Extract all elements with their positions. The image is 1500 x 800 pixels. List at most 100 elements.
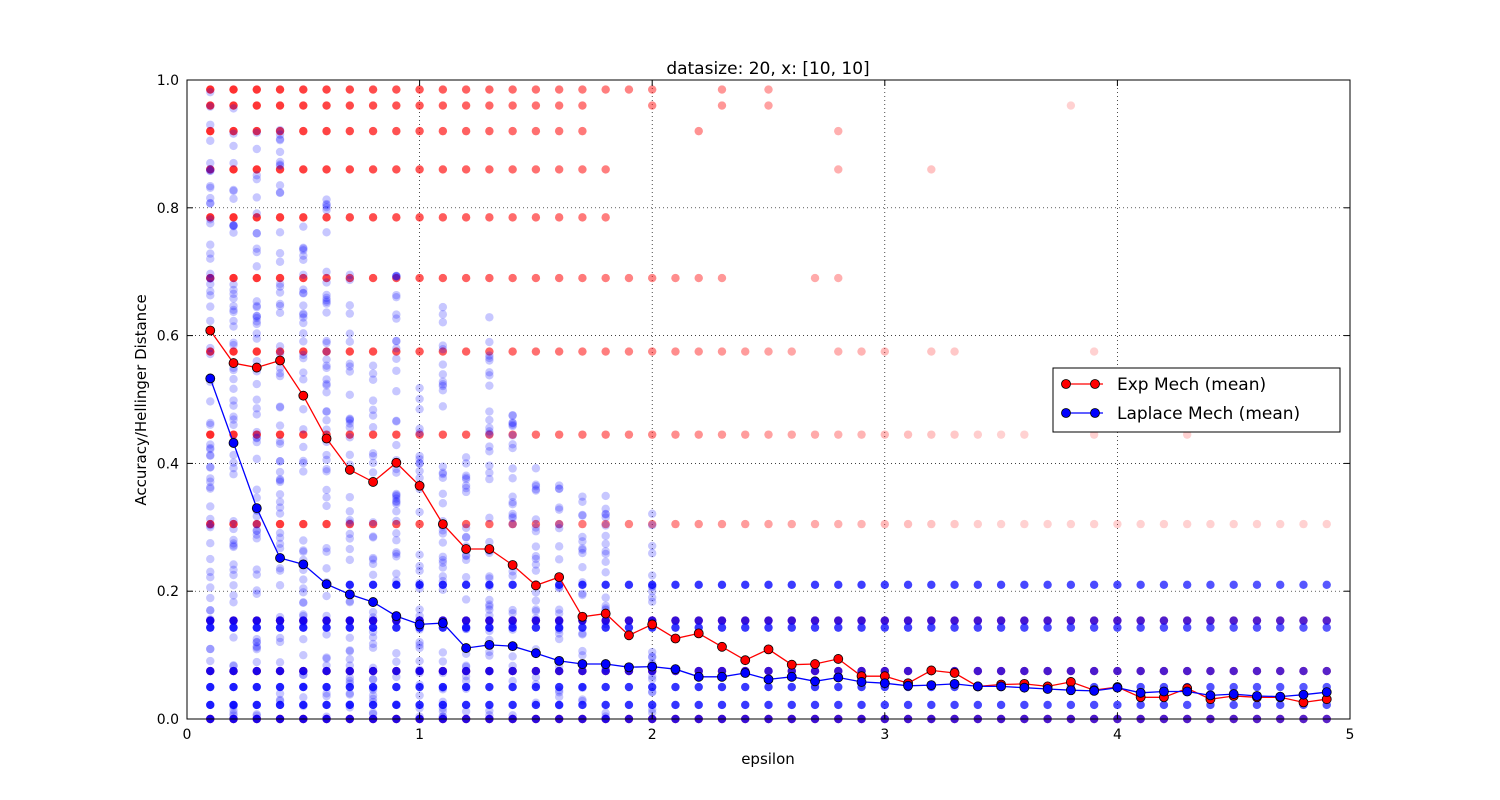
laplace-sample-point bbox=[485, 351, 494, 360]
laplace-sample-point bbox=[996, 623, 1006, 632]
laplace-sample-point bbox=[275, 160, 285, 169]
exp-sample-point bbox=[508, 85, 517, 94]
exp-sample-point bbox=[1322, 519, 1331, 529]
laplace-sample-point bbox=[299, 442, 308, 452]
exp-sample-point bbox=[973, 430, 983, 439]
laplace-sample-point bbox=[229, 450, 238, 460]
laplace-sample-point bbox=[508, 711, 517, 720]
laplace-sample-point bbox=[1252, 666, 1262, 676]
laplace-sample-point bbox=[299, 623, 308, 632]
exp-sample-point bbox=[485, 165, 494, 174]
laplace-sample-point bbox=[275, 299, 285, 309]
laplace-sample-point bbox=[322, 297, 331, 306]
exp-sample-point bbox=[694, 273, 703, 283]
laplace-sample-point bbox=[229, 570, 238, 580]
laplace-sample-point bbox=[834, 623, 843, 632]
laplace-sample-point bbox=[508, 620, 517, 629]
laplace-sample-point bbox=[438, 341, 448, 350]
exp-sample-point bbox=[461, 347, 471, 356]
laplace-sample-point bbox=[345, 623, 355, 632]
laplace-sample-point bbox=[275, 456, 285, 466]
laplace-sample-point bbox=[415, 680, 424, 689]
laplace-sample-point bbox=[508, 623, 517, 632]
laplace-sample-point bbox=[485, 427, 494, 436]
laplace-sample-point bbox=[508, 509, 517, 519]
laplace-sample-point bbox=[531, 607, 541, 616]
exp-mean-marker bbox=[484, 544, 495, 554]
laplace-sample-point bbox=[345, 275, 355, 285]
laplace-sample-point bbox=[206, 165, 215, 174]
laplace-sample-point bbox=[299, 682, 308, 692]
laplace-sample-point bbox=[741, 682, 750, 692]
exp-sample-point bbox=[229, 85, 238, 94]
laplace-sample-point bbox=[299, 255, 308, 264]
laplace-sample-point bbox=[252, 493, 261, 502]
laplace-sample-point bbox=[252, 410, 261, 419]
laplace-sample-point bbox=[554, 583, 564, 593]
exp-sample-point bbox=[554, 165, 564, 174]
laplace-sample-point bbox=[485, 572, 494, 581]
laplace-mean-marker bbox=[368, 597, 378, 607]
laplace-sample-point bbox=[229, 221, 238, 230]
laplace-sample-point bbox=[508, 605, 517, 615]
laplace-sample-point bbox=[299, 588, 308, 597]
laplace-sample-point bbox=[1020, 666, 1029, 676]
laplace-sample-point bbox=[438, 302, 448, 312]
axis-ticks: 0 1 2 3 4 5 0.0 0.2 0.4 0.6 0.8 1.0 bbox=[157, 73, 1355, 743]
exp-mean-marker bbox=[577, 611, 588, 622]
exp-mean-marker bbox=[531, 580, 541, 591]
laplace-sample-point bbox=[229, 185, 238, 195]
laplace-sample-point bbox=[648, 675, 657, 684]
exp-sample-point bbox=[485, 430, 494, 439]
laplace-sample-point bbox=[322, 375, 331, 384]
laplace-sample-point bbox=[601, 700, 610, 710]
laplace-sample-point bbox=[252, 334, 261, 343]
exp-sample-point bbox=[554, 273, 564, 283]
exp-sample-point bbox=[229, 126, 238, 136]
exp-sample-point bbox=[927, 347, 936, 356]
laplace-sample-point bbox=[345, 666, 355, 676]
laplace-sample-point bbox=[485, 700, 494, 710]
laplace-sample-point bbox=[345, 646, 355, 655]
laplace-sample-point bbox=[1113, 623, 1122, 632]
laplace-sample-point bbox=[206, 666, 215, 676]
exp-sample-point bbox=[461, 519, 471, 529]
laplace-sample-point bbox=[299, 598, 308, 607]
laplace-sample-point bbox=[299, 575, 308, 584]
laplace-sample-point bbox=[578, 589, 587, 598]
laplace-sample-point bbox=[299, 610, 308, 619]
laplace-mean-marker bbox=[763, 674, 774, 685]
laplace-sample-point bbox=[624, 682, 634, 692]
laplace-sample-point bbox=[206, 166, 215, 175]
exp-sample-point bbox=[648, 273, 657, 283]
laplace-mean-marker bbox=[391, 611, 402, 622]
laplace-sample-point bbox=[229, 623, 238, 632]
laplace-sample-point bbox=[438, 683, 448, 693]
laplace-sample-point bbox=[345, 301, 355, 310]
exp-sample-point bbox=[601, 213, 610, 222]
laplace-sample-point bbox=[903, 623, 913, 632]
laplace-sample-point bbox=[415, 424, 424, 433]
laplace-sample-point bbox=[485, 356, 494, 365]
x-tick-label: 4 bbox=[1113, 727, 1122, 743]
exp-sample-point bbox=[950, 430, 959, 439]
laplace-sample-point bbox=[299, 701, 308, 711]
laplace-sample-point bbox=[601, 547, 610, 556]
x-tick-label: 1 bbox=[415, 727, 424, 743]
exp-sample-point bbox=[461, 430, 471, 439]
laplace-sample-point bbox=[461, 533, 471, 542]
exp-mean-marker bbox=[624, 630, 634, 641]
laplace-mean-marker bbox=[228, 438, 239, 448]
laplace-sample-point bbox=[438, 318, 448, 327]
laplace-sample-point bbox=[322, 228, 331, 237]
laplace-sample-point bbox=[1020, 580, 1029, 590]
laplace-sample-point bbox=[299, 329, 308, 338]
laplace-sample-point bbox=[229, 666, 238, 676]
exp-sample-point bbox=[880, 430, 889, 439]
legend-marker-exp bbox=[1090, 379, 1100, 389]
laplace-sample-point bbox=[415, 703, 424, 713]
laplace-sample-point bbox=[206, 477, 215, 486]
laplace-sample-point bbox=[206, 287, 215, 296]
laplace-sample-point bbox=[461, 595, 471, 604]
exp-mean-marker bbox=[1065, 677, 1076, 687]
